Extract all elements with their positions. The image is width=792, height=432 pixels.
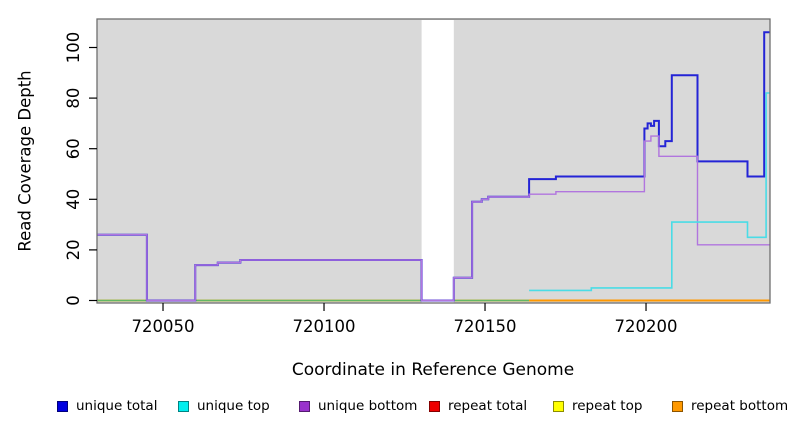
y-tick-label: 0 xyxy=(64,295,83,306)
legend-item-unique-total: unique total xyxy=(57,398,157,414)
legend-item-unique-top: unique top xyxy=(178,398,270,414)
legend-item-repeat-bottom: repeat bottom xyxy=(672,398,788,414)
legend-swatch-unique-total xyxy=(57,400,68,412)
legend-label: repeat bottom xyxy=(691,398,789,414)
legend-item-unique-bottom: unique bottom xyxy=(299,398,417,414)
x-axis-label: Coordinate in Reference Genome xyxy=(291,360,575,380)
series-unique-top xyxy=(529,92,770,292)
x-tick-label: 720200 xyxy=(615,317,678,336)
y-tick-label: 40 xyxy=(64,189,83,210)
series-unique-bottom xyxy=(97,135,770,302)
legend-item-repeat-total: repeat total xyxy=(429,398,527,414)
y-tick-label: 20 xyxy=(64,239,83,260)
x-tick-label: 720100 xyxy=(293,317,356,336)
legend-swatch-repeat-bottom xyxy=(672,400,683,412)
y-tick-label: 100 xyxy=(64,32,83,64)
legend-swatch-repeat-total xyxy=(429,400,440,412)
legend-label: repeat total xyxy=(448,398,528,414)
x-tick-label: 720150 xyxy=(454,317,517,336)
legend-label: unique total xyxy=(76,398,158,414)
legend-label: unique bottom xyxy=(318,398,418,414)
chart-legend: unique total unique top unique bottom repea… xyxy=(0,398,792,418)
legend-item-repeat-top: repeat top xyxy=(553,398,642,414)
y-axis-label: Read Coverage Depth xyxy=(15,70,35,252)
y-tick-label: 80 xyxy=(64,88,83,109)
legend-label: repeat top xyxy=(572,398,643,414)
x-tick-label: 720050 xyxy=(132,317,195,336)
legend-label: unique top xyxy=(197,398,270,414)
y-tick-label: 60 xyxy=(64,138,83,159)
legend-swatch-repeat-top xyxy=(553,400,564,412)
plot-border xyxy=(96,18,771,304)
data-gap-band xyxy=(421,20,454,303)
legend-swatch-unique-bottom xyxy=(299,400,310,412)
legend-swatch-unique-top xyxy=(178,400,189,412)
